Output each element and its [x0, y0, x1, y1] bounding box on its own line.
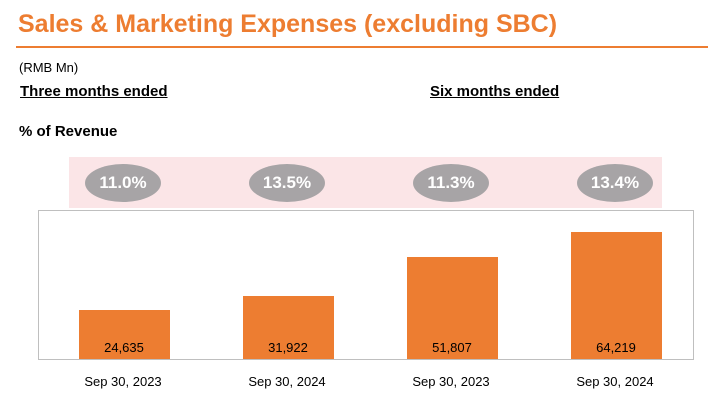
bar [570, 232, 662, 359]
chart-title: Sales & Marketing Expenses (excluding SB… [18, 10, 558, 38]
pct-of-revenue-badge: 13.5% [249, 164, 325, 202]
period-label-three-months: Three months ended [20, 83, 168, 100]
pct-of-revenue-badge: 11.3% [413, 164, 489, 202]
x-tick-label: Sep 30, 2024 [576, 374, 654, 389]
bar-plot-area: 24,635 31,922 51,807 64,219 [38, 210, 694, 360]
bar-value-label: 24,635 [104, 340, 144, 355]
bar [78, 310, 170, 359]
bar-value-label: 31,922 [268, 340, 308, 355]
x-tick-label: Sep 30, 2023 [412, 374, 490, 389]
pct-of-revenue-band [69, 157, 662, 208]
x-tick-label: Sep 30, 2024 [248, 374, 326, 389]
pct-of-revenue-badge: 11.0% [85, 164, 161, 202]
bar [406, 257, 498, 359]
bar-value-label: 64,219 [596, 340, 636, 355]
period-label-six-months: Six months ended [430, 83, 560, 100]
title-underline [16, 46, 708, 48]
pct-of-revenue-heading: % of Revenue [19, 123, 118, 140]
bar [242, 296, 334, 359]
x-tick-label: Sep 30, 2023 [84, 374, 162, 389]
unit-label: (RMB Mn) [19, 60, 79, 75]
pct-of-revenue-badge: 13.4% [577, 164, 653, 202]
bar-value-label: 51,807 [432, 340, 472, 355]
